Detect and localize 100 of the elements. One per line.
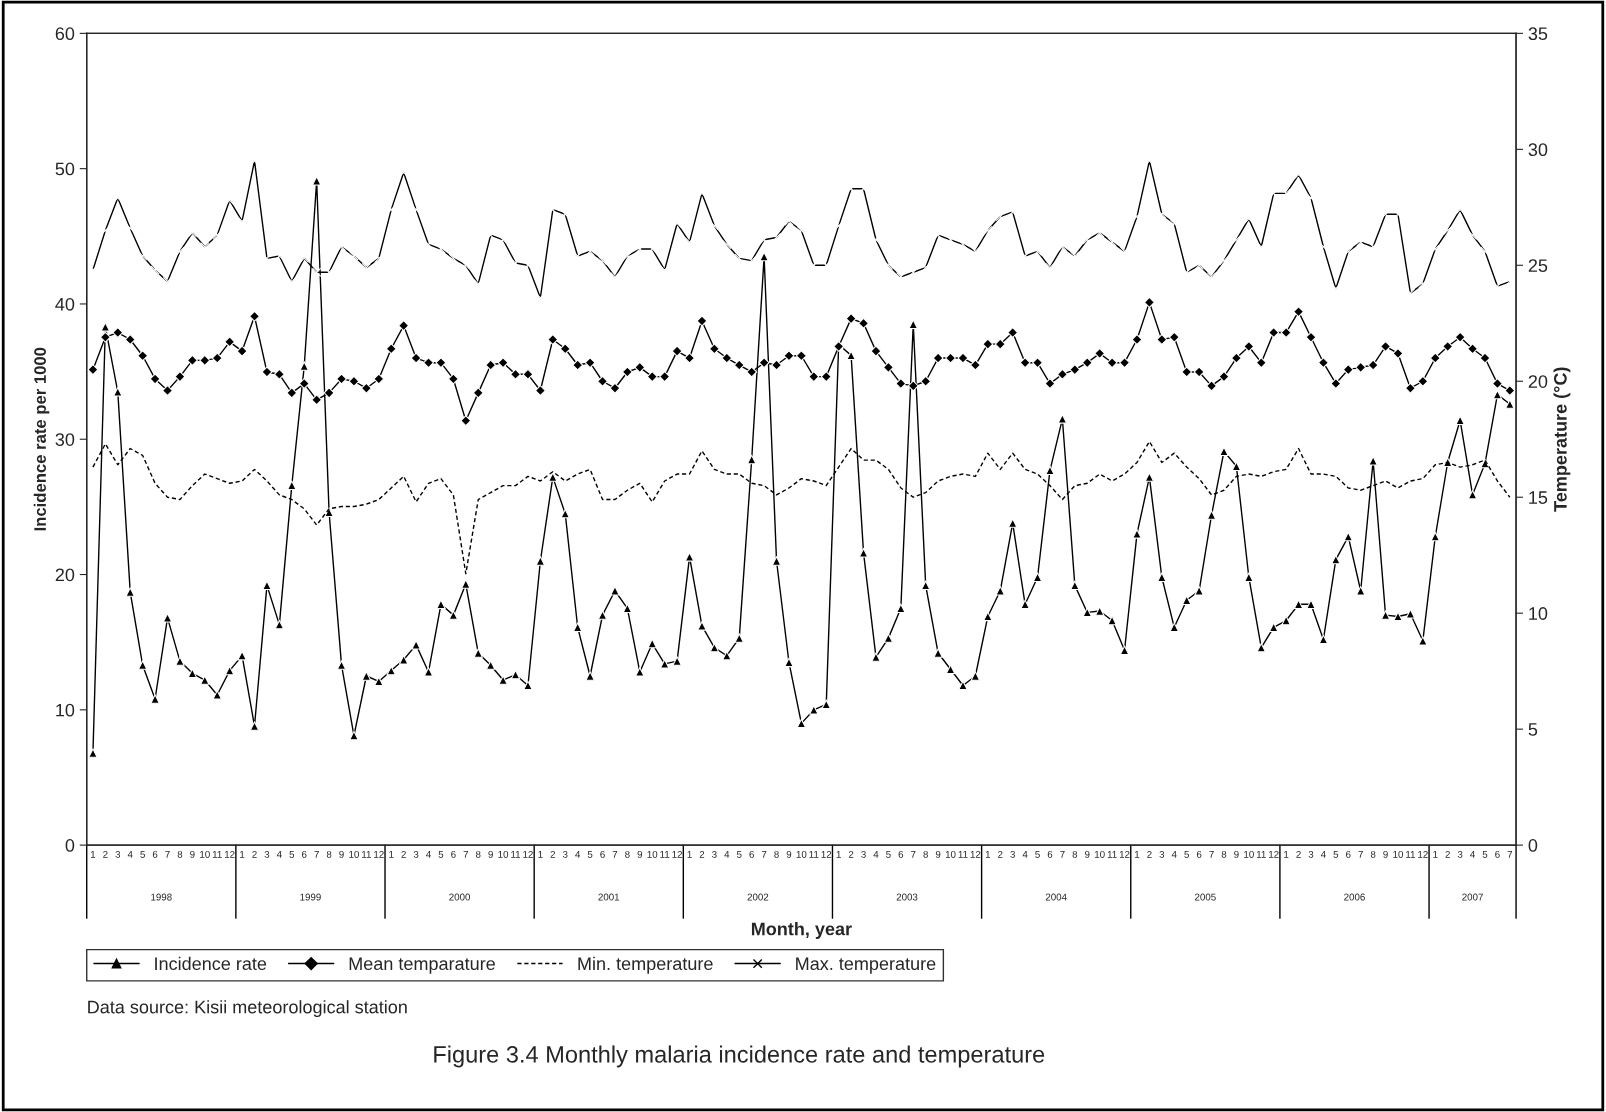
y2-tick-label: 30 bbox=[1528, 143, 1548, 157]
x-tick-label: 6 bbox=[749, 850, 754, 858]
y2-axis-title: Temperature (°C) bbox=[1553, 367, 1571, 512]
text: 2004 bbox=[1045, 893, 1067, 901]
x-tick-label: 8 bbox=[177, 850, 183, 858]
x-tick-label: 2 bbox=[1296, 850, 1301, 858]
x-tick-label: 10 bbox=[945, 850, 956, 858]
x-tick-label: 6 bbox=[451, 850, 456, 858]
x-tick-label: 9 bbox=[935, 850, 941, 858]
x-tick-label: 6 bbox=[302, 850, 307, 858]
x-tick-label: 7 bbox=[314, 851, 319, 858]
x-tick-label: 11 bbox=[1107, 851, 1117, 858]
x-tick-label: 9 bbox=[1085, 850, 1090, 858]
y2-tick-label: 35 bbox=[1528, 27, 1548, 41]
x-tick-label: 4 bbox=[873, 851, 879, 858]
x-tick-label: 6 bbox=[1047, 850, 1053, 858]
x-tick-label: 5 bbox=[289, 851, 295, 858]
x-tick-label: 11 bbox=[809, 851, 819, 858]
x-tick-label: 1 bbox=[240, 851, 245, 858]
x-tick-label: 9 bbox=[637, 850, 643, 858]
x-tick-label: 2 bbox=[1147, 850, 1152, 858]
x-tick-label: 4 bbox=[724, 851, 730, 858]
x-tick-label: 12 bbox=[1269, 850, 1279, 858]
x-tick-label: 3 bbox=[115, 850, 121, 858]
x-tick-label: 7 bbox=[165, 851, 170, 858]
x-tick-label: 10 bbox=[498, 850, 509, 858]
y2-tick-label: 0 bbox=[1528, 839, 1538, 852]
x-tick-label: 6 bbox=[152, 850, 158, 858]
x-tick-label: 5 bbox=[1333, 851, 1339, 858]
x-tick-label: 4 bbox=[575, 851, 581, 858]
x-tick-label: 10 bbox=[1095, 850, 1105, 858]
x-tick-label: 10 bbox=[1244, 850, 1254, 858]
x-tick-label: 5 bbox=[1184, 851, 1189, 858]
x-tick-label: 6 bbox=[1495, 850, 1500, 858]
x-tick-label: 11 bbox=[212, 851, 222, 858]
x-tick-label: 8 bbox=[1072, 850, 1078, 858]
text: 1999 bbox=[300, 893, 321, 901]
x-tick-label: 1 bbox=[836, 851, 841, 858]
x-tick-label: 7 bbox=[612, 851, 618, 858]
x-axis-title: Month, year bbox=[751, 922, 852, 939]
x-tick-label: 11 bbox=[958, 851, 968, 858]
x-tick-label: 5 bbox=[886, 851, 891, 858]
y-tick-label: 40 bbox=[55, 297, 75, 311]
text: 2001 bbox=[598, 893, 620, 901]
x-tick-label: 12 bbox=[1418, 850, 1428, 858]
x-tick-label: 7 bbox=[1209, 851, 1214, 858]
x-tick-label: 2 bbox=[401, 850, 406, 858]
x-tick-label: 7 bbox=[463, 851, 469, 858]
x-tick-label: 12 bbox=[1119, 850, 1130, 858]
x-tick-label: 9 bbox=[1383, 850, 1388, 858]
text: 2007 bbox=[1462, 893, 1483, 901]
x-tick-label: 11 bbox=[1406, 851, 1415, 858]
x-tick-label: 10 bbox=[796, 850, 807, 858]
x-tick-label: 5 bbox=[1035, 851, 1040, 858]
x-tick-label: 3 bbox=[562, 850, 568, 858]
x-tick-label: 11 bbox=[362, 851, 371, 858]
x-tick-label: 7 bbox=[1507, 851, 1513, 858]
x-tick-label: 10 bbox=[1393, 850, 1404, 858]
x-tick-label: 1 bbox=[538, 851, 543, 858]
x-tick-label: 1 bbox=[985, 851, 991, 858]
x-tick-label: 2 bbox=[1445, 850, 1450, 858]
y2-tick-label: 20 bbox=[1528, 375, 1548, 388]
x-tick-label: 1 bbox=[389, 851, 394, 858]
y2-tick-label: 5 bbox=[1528, 723, 1538, 736]
legend-label: Mean temparature bbox=[349, 957, 495, 974]
x-tick-label: 12 bbox=[523, 850, 533, 858]
x-tick-label: 5 bbox=[438, 851, 444, 858]
text: 2002 bbox=[747, 893, 769, 901]
x-tick-label: 3 bbox=[1308, 850, 1314, 858]
x-tick-label: 11 bbox=[660, 851, 670, 858]
x-tick-label: 1 bbox=[1135, 851, 1140, 858]
text: 2006 bbox=[1344, 893, 1365, 901]
x-tick-label: 8 bbox=[326, 850, 332, 858]
y-tick-label: 50 bbox=[55, 162, 75, 176]
x-tick-label: 6 bbox=[898, 850, 904, 858]
y-tick-label: 10 bbox=[56, 703, 75, 717]
x-tick-label: 2 bbox=[252, 850, 257, 858]
x-tick-label: 4 bbox=[1022, 851, 1028, 858]
x-tick-label: 3 bbox=[413, 850, 419, 858]
x-tick-label: 12 bbox=[821, 850, 832, 858]
x-tick-label: 9 bbox=[190, 850, 195, 858]
x-tick-label: 3 bbox=[1457, 850, 1463, 858]
y-tick-label: 60 bbox=[55, 27, 75, 41]
x-tick-label: 8 bbox=[475, 850, 481, 858]
x-tick-label: 5 bbox=[587, 851, 593, 858]
text: 2003 bbox=[896, 893, 918, 901]
x-tick-label: 2 bbox=[699, 850, 705, 858]
text: Figure 3.4 Monthly malaria incidence rate and temperature bbox=[434, 1045, 1045, 1068]
x-tick-label: 11 bbox=[511, 851, 521, 858]
y2-tick-label: 25 bbox=[1528, 259, 1548, 273]
x-tick-label: 4 bbox=[426, 851, 431, 858]
x-tick-label: 10 bbox=[200, 850, 210, 858]
text: 1998 bbox=[151, 893, 172, 901]
x-tick-label: 10 bbox=[349, 850, 359, 858]
x-tick-label: 4 bbox=[1320, 851, 1326, 858]
x-tick-label: 6 bbox=[600, 850, 605, 858]
x-tick-label: 11 bbox=[1256, 851, 1266, 858]
x-tick-label: 10 bbox=[647, 850, 658, 858]
x-tick-label: 12 bbox=[970, 850, 981, 858]
x-tick-label: 8 bbox=[1221, 850, 1227, 858]
